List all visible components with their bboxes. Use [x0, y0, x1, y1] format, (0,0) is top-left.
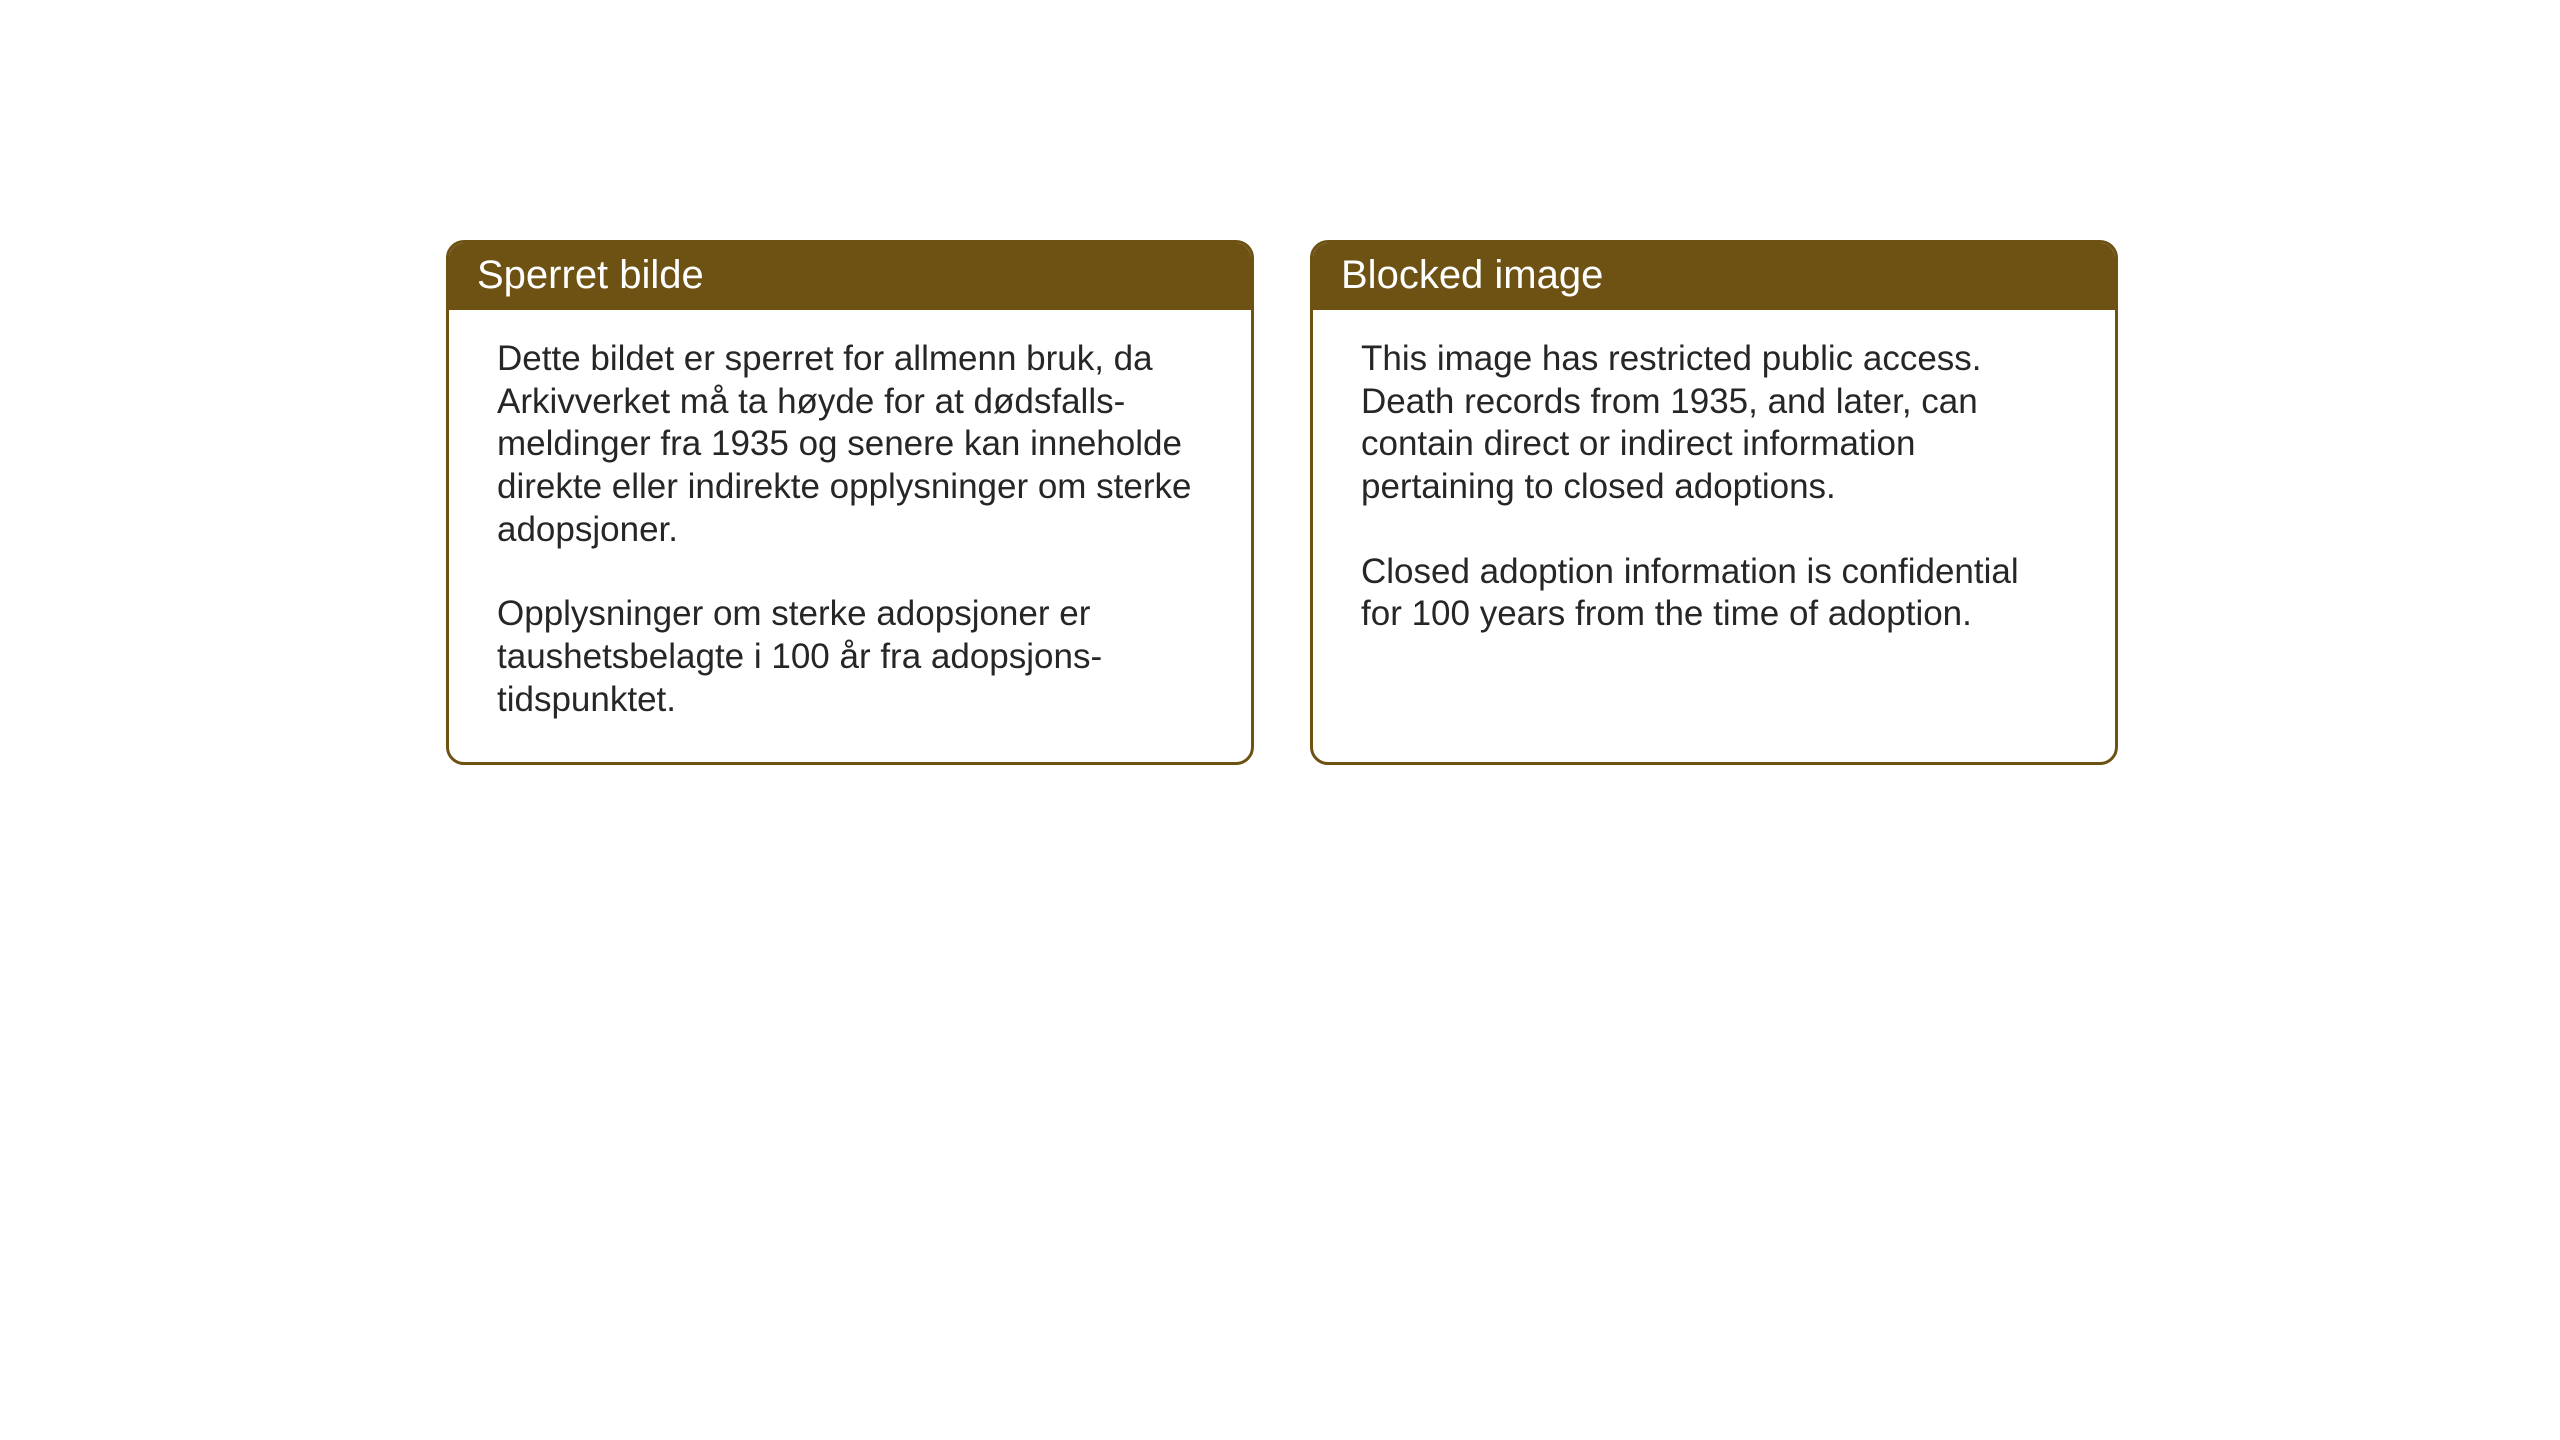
notice-container: Sperret bilde Dette bildet er sperret fo… — [446, 240, 2118, 765]
card-header-english: Blocked image — [1313, 243, 2115, 310]
notice-card-norwegian: Sperret bilde Dette bildet er sperret fo… — [446, 240, 1254, 765]
notice-card-english: Blocked image This image has restricted … — [1310, 240, 2118, 765]
paragraph-text: Opplysninger om sterke adopsjoner er tau… — [497, 593, 1203, 721]
card-body-norwegian: Dette bildet er sperret for allmenn bruk… — [449, 310, 1251, 762]
paragraph-text: Closed adoption information is confident… — [1361, 551, 2067, 636]
card-body-english: This image has restricted public access.… — [1313, 310, 2115, 676]
card-header-norwegian: Sperret bilde — [449, 243, 1251, 310]
paragraph-text: This image has restricted public access.… — [1361, 338, 2067, 509]
paragraph-text: Dette bildet er sperret for allmenn bruk… — [497, 338, 1203, 551]
